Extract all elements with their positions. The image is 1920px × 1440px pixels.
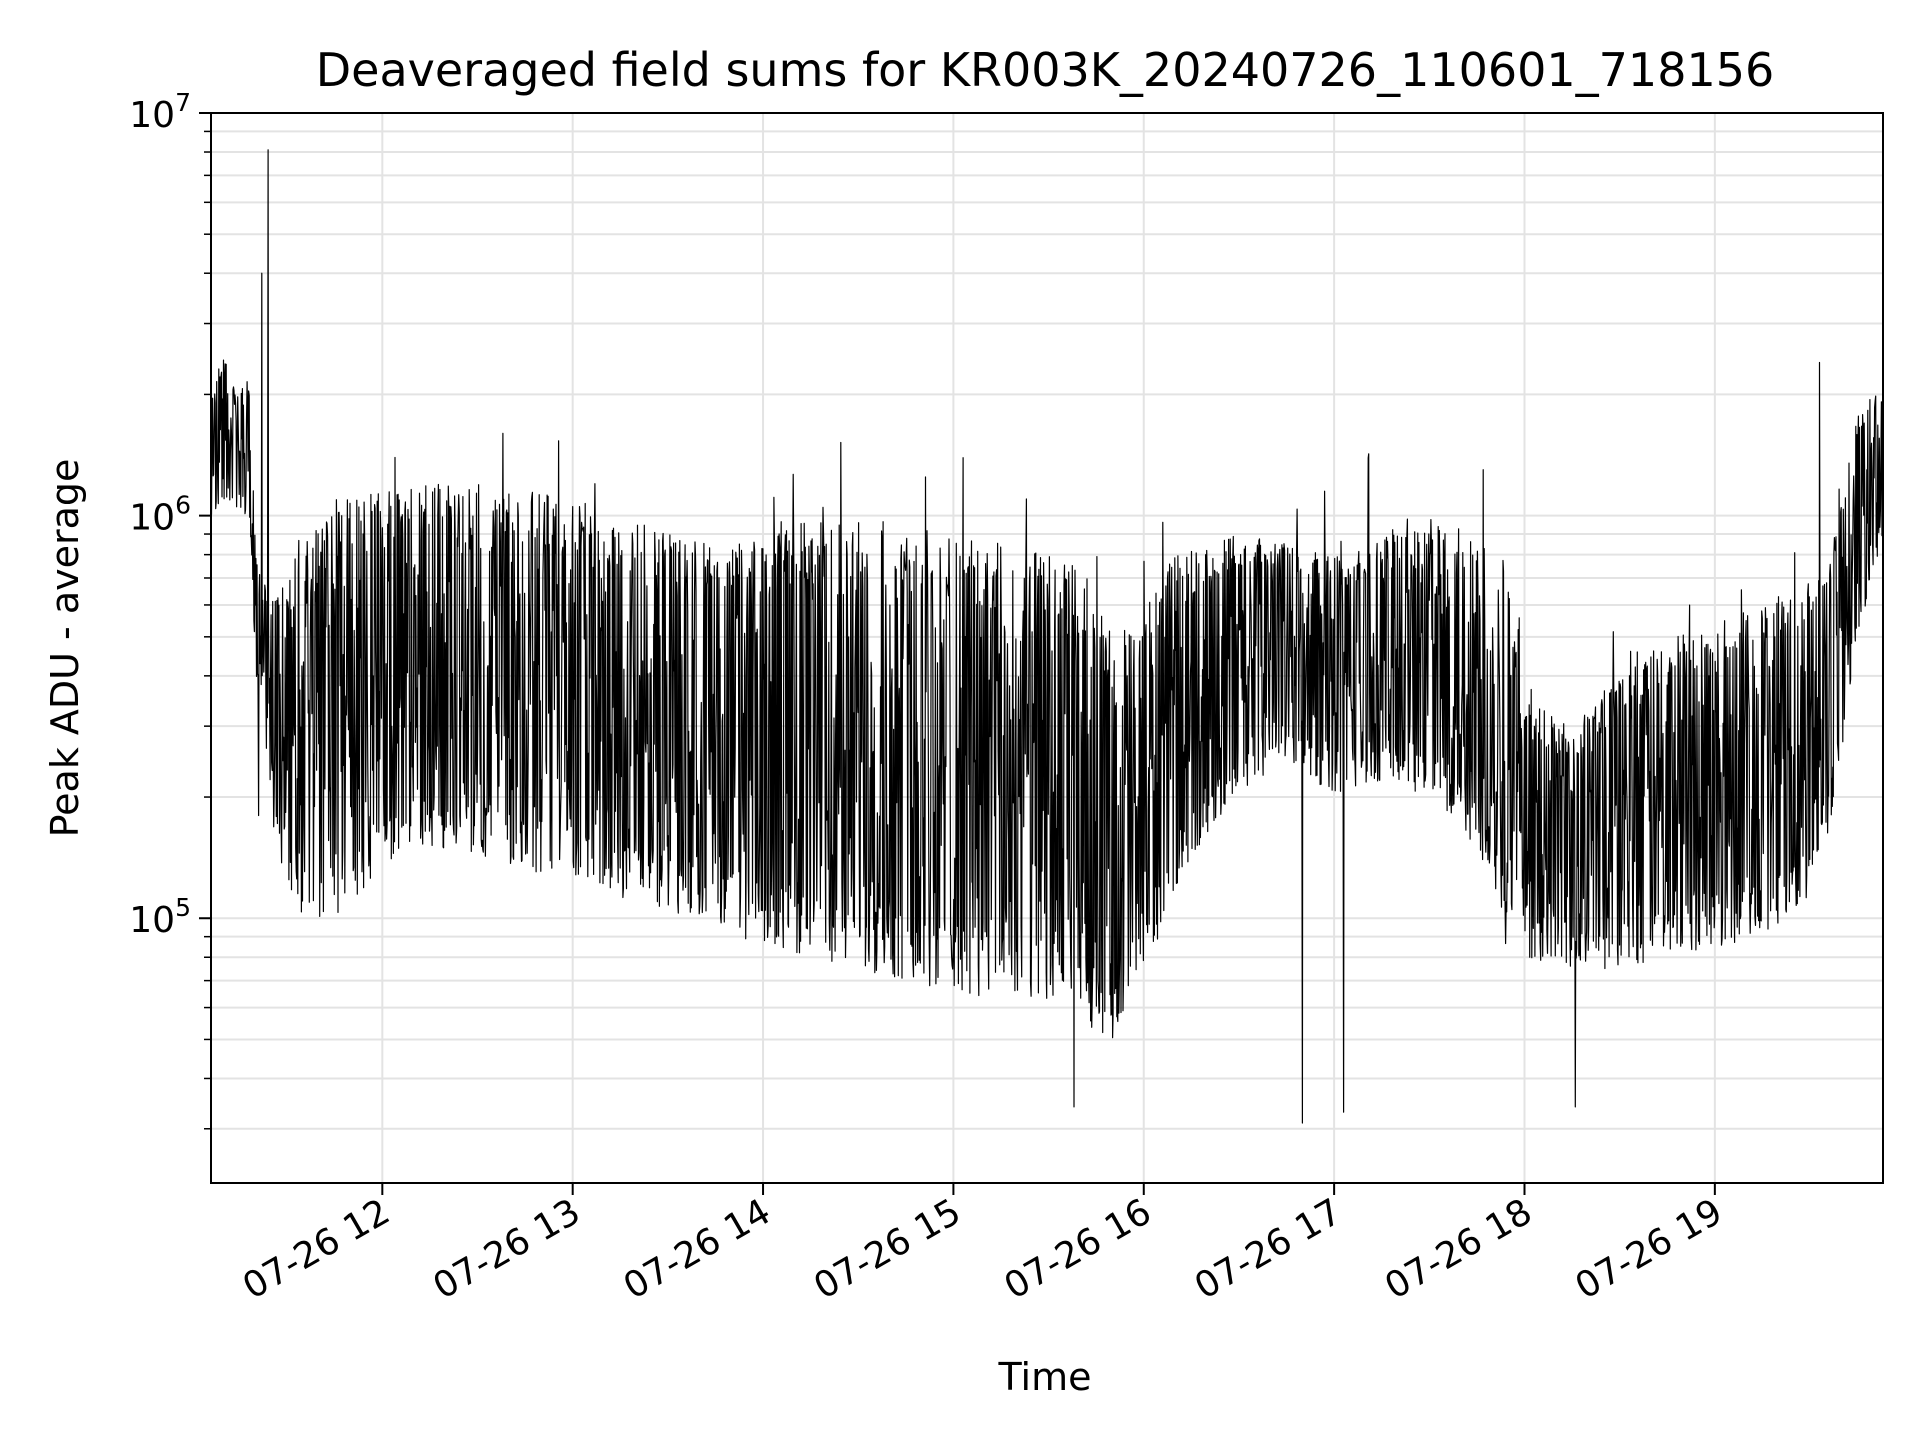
chart-title: Deaveraged field sums for KR003K_2024072… — [316, 43, 1775, 97]
x-tick-label: 07-26 15 — [807, 1191, 968, 1307]
x-axis-label: Time — [998, 1355, 1092, 1399]
plot-area-frame — [210, 112, 1884, 1184]
y-tick-exponent: 7 — [175, 88, 191, 117]
x-tick-label: 07-26 16 — [998, 1191, 1159, 1307]
y-axis-label: Peak ADU - average — [43, 459, 87, 838]
series-layer — [210, 149, 1884, 1124]
y-tick-base: 10 — [129, 900, 175, 941]
y-tick-base: 10 — [129, 498, 175, 539]
y-tick-label: 105 — [129, 893, 191, 941]
y-tick-base: 10 — [129, 95, 175, 136]
x-axis: 07-26 12 07-26 13 07-26 14 07-26 15 07-26 16… — [236, 1183, 1729, 1308]
x-tick-label: 07-26 13 — [427, 1191, 588, 1307]
y-tick-exponent: 6 — [175, 491, 191, 520]
y-tick-label: 106 — [129, 491, 191, 539]
series-line — [210, 149, 1884, 1124]
y-tick-label: 107 — [129, 88, 191, 136]
x-tick-label: 07-26 17 — [1188, 1191, 1349, 1307]
x-tick-label: 07-26 18 — [1378, 1191, 1539, 1307]
x-tick-label: 07-26 14 — [617, 1191, 778, 1307]
x-tick-label: 07-26 12 — [236, 1191, 397, 1307]
x-tick-label: 07-26 19 — [1569, 1191, 1730, 1307]
y-tick-exponent: 5 — [175, 893, 191, 922]
